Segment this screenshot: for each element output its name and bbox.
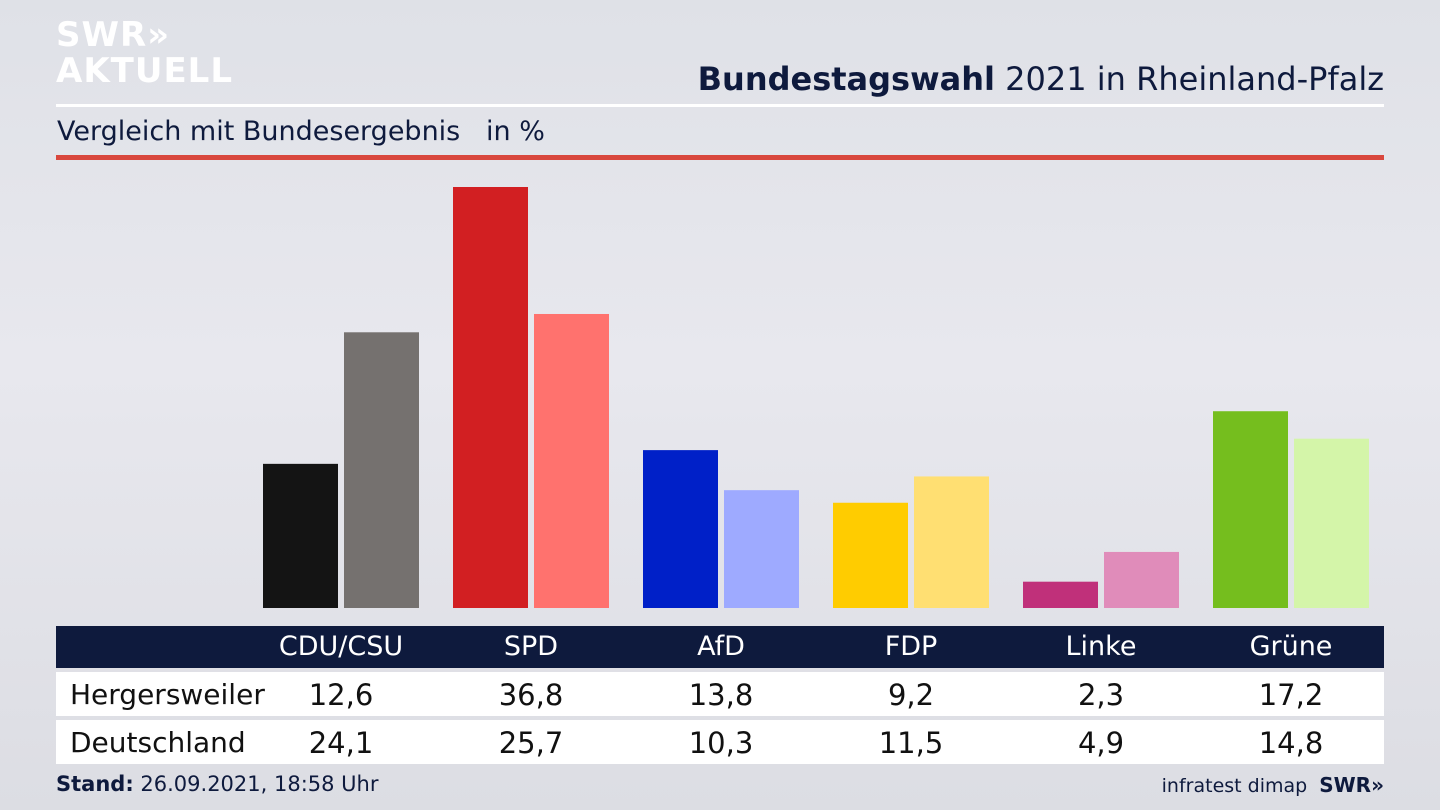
bar-gr-ne-deutschland xyxy=(1294,438,1369,608)
value-gr-ne-deutschland: 14,8 xyxy=(1258,726,1324,760)
chart-title-rest: 2021 in Rheinland-Pfalz xyxy=(995,60,1384,98)
value-spd-hergersweiler: 36,8 xyxy=(498,678,564,712)
row-label-hergersweiler: Hergersweiler xyxy=(70,678,265,711)
bar-gr-ne-hergersweiler xyxy=(1213,411,1288,608)
bar-linke-deutschland xyxy=(1104,551,1179,608)
source-text: infratest dimap xyxy=(1161,775,1308,797)
column-header-linke: Linke xyxy=(1065,631,1137,662)
value-fdp-hergersweiler: 9,2 xyxy=(887,678,935,712)
title-divider xyxy=(56,104,1384,107)
bar-spd-deutschland xyxy=(534,313,609,608)
column-header-cdu-csu: CDU/CSU xyxy=(278,631,404,662)
value-linke-deutschland: 4,9 xyxy=(1077,726,1125,760)
value-afd-deutschland: 10,3 xyxy=(688,726,754,760)
column-header-fdp: FDP xyxy=(884,631,938,662)
results-table: CDU/CSU SPD AfD FDP Linke Grüne Hergersweiler… xyxy=(56,626,1384,764)
bar-spd-hergersweiler xyxy=(453,187,528,608)
bar-linke-hergersweiler xyxy=(1023,581,1098,608)
bar-fdp-deutschland xyxy=(914,476,989,608)
timestamp: Stand: 26.09.2021, 18:58 Uhr xyxy=(56,772,379,796)
value-afd-hergersweiler: 13,8 xyxy=(688,678,754,712)
bar-cdu-csu-deutschland xyxy=(344,332,419,608)
column-header-afd: AfD xyxy=(697,631,745,662)
bar-afd-hergersweiler xyxy=(643,450,718,608)
value-spd-deutschland: 25,7 xyxy=(498,726,564,760)
logo-line-1: SWR» xyxy=(56,15,171,55)
chart-title: Bundestagswahl 2021 in Rheinland-Pfalz xyxy=(698,60,1384,98)
subtitle-divider xyxy=(56,155,1384,160)
bar-afd-deutschland xyxy=(724,490,799,608)
value-cdu-csu-hergersweiler: 12,6 xyxy=(308,678,374,712)
row-label-deutschland: Deutschland xyxy=(70,726,246,759)
swr-aktuell-logo: SWR» AKTUELL xyxy=(56,18,233,88)
logo-line-2: AKTUELL xyxy=(56,51,234,91)
chart-subtitle: Vergleich mit Bundesergebnis in % xyxy=(57,116,545,147)
column-header-gr-ne: Grüne xyxy=(1249,631,1333,662)
bar-cdu-csu-hergersweiler xyxy=(263,463,338,608)
value-fdp-deutschland: 11,5 xyxy=(878,726,944,760)
value-gr-ne-hergersweiler: 17,2 xyxy=(1258,678,1324,712)
timestamp-value: 26.09.2021, 18:58 Uhr xyxy=(133,772,379,796)
source-credit: infratest dimap SWR» xyxy=(1162,773,1384,797)
table-row: Hergersweiler 12,6 36,8 13,8 9,2 2,3 17,2 xyxy=(56,672,1384,716)
swr-brand-logo: SWR» xyxy=(1319,773,1384,797)
bar-fdp-hergersweiler xyxy=(833,502,908,608)
value-linke-hergersweiler: 2,3 xyxy=(1077,678,1125,712)
value-cdu-csu-deutschland: 24,1 xyxy=(308,726,374,760)
table-row: Deutschland 24,1 25,7 10,3 11,5 4,9 14,8 xyxy=(56,720,1384,764)
table-header-row: CDU/CSU SPD AfD FDP Linke Grüne xyxy=(56,626,1384,668)
timestamp-label: Stand: xyxy=(56,772,134,796)
column-header-spd: SPD xyxy=(503,631,559,662)
chart-title-bold: Bundestagswahl xyxy=(697,60,995,98)
